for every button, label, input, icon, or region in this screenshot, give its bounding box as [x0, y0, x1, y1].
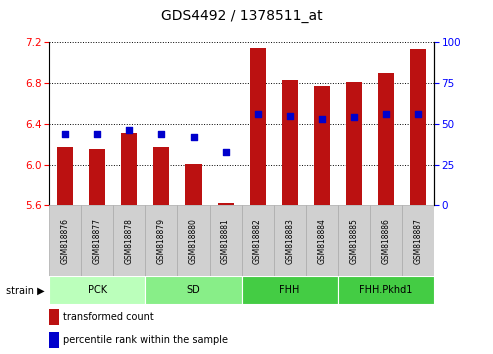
Text: GSM818877: GSM818877 [93, 218, 102, 264]
Bar [49, 205, 81, 276]
Bar [185, 164, 202, 205]
Bar [57, 147, 73, 205]
Text: GSM818880: GSM818880 [189, 218, 198, 264]
Bar [89, 149, 106, 205]
Point [125, 127, 133, 133]
Point [221, 149, 229, 154]
Text: GSM818882: GSM818882 [253, 218, 262, 264]
Bar [145, 276, 242, 304]
Point [61, 131, 69, 137]
Bar [346, 82, 362, 205]
Bar [314, 86, 330, 205]
Point [189, 134, 197, 140]
Bar [217, 203, 234, 205]
Bar [282, 80, 298, 205]
Point [317, 116, 325, 122]
Bar [306, 205, 338, 276]
Bar [242, 205, 274, 276]
Text: percentile rank within the sample: percentile rank within the sample [63, 335, 228, 346]
Point [286, 113, 294, 119]
Text: GSM818878: GSM818878 [125, 218, 134, 264]
Point [94, 131, 102, 137]
Text: GSM818876: GSM818876 [61, 218, 70, 264]
Text: GSM818887: GSM818887 [413, 218, 423, 264]
Bar [81, 205, 113, 276]
Text: transformed count: transformed count [63, 312, 153, 322]
Point [382, 111, 389, 117]
Text: GDS4492 / 1378511_at: GDS4492 / 1378511_at [161, 9, 322, 23]
Text: FHH: FHH [280, 285, 300, 295]
Point [253, 111, 261, 117]
Bar [338, 205, 370, 276]
Text: GSM818879: GSM818879 [157, 218, 166, 264]
Bar [410, 48, 426, 205]
Bar [145, 205, 177, 276]
Text: GSM818885: GSM818885 [349, 218, 358, 264]
Text: FHH.Pkhd1: FHH.Pkhd1 [359, 285, 413, 295]
Text: GSM818884: GSM818884 [317, 218, 326, 264]
Text: GSM818883: GSM818883 [285, 218, 294, 264]
Bar [338, 276, 434, 304]
Bar [242, 276, 338, 304]
Bar [274, 205, 306, 276]
Text: strain ▶: strain ▶ [6, 285, 44, 295]
Text: SD: SD [187, 285, 200, 295]
Bar [402, 205, 434, 276]
Bar [177, 205, 210, 276]
Bar [210, 205, 242, 276]
Bar [249, 47, 266, 205]
Point [157, 131, 165, 137]
Text: GSM818881: GSM818881 [221, 218, 230, 264]
Bar [370, 205, 402, 276]
Bar [121, 133, 138, 205]
Bar [378, 73, 394, 205]
Point [350, 115, 357, 120]
Bar [49, 276, 145, 304]
Bar [113, 205, 145, 276]
Bar [49, 309, 59, 325]
Text: GSM818886: GSM818886 [381, 218, 390, 264]
Bar [49, 332, 59, 348]
Point [414, 111, 422, 117]
Bar [153, 147, 170, 205]
Text: PCK: PCK [88, 285, 107, 295]
